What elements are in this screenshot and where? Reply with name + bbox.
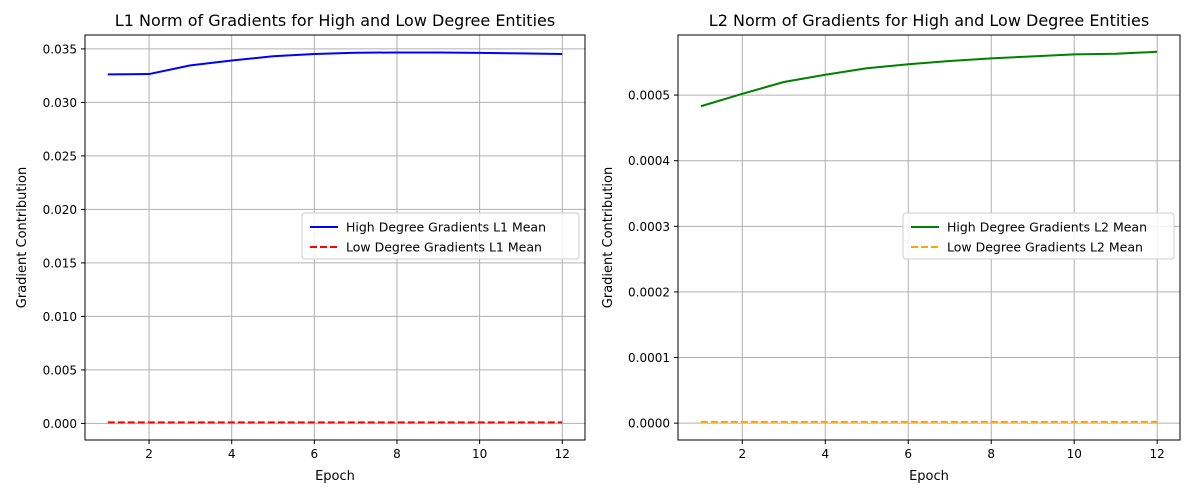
y-tick-label: 0.0003	[628, 220, 670, 234]
x-tick-label: 10	[472, 447, 487, 461]
x-tick-label: 12	[555, 447, 570, 461]
plot-frame	[84, 34, 586, 441]
legend-label-low-degree: Low Degree Gradients L1 Mean	[346, 240, 542, 255]
legend-label-high-degree: High Degree Gradients L1 Mean	[346, 220, 546, 235]
x-tick-label: 2	[738, 447, 746, 461]
y-tick-label: 0.0002	[628, 285, 670, 299]
x-tick-label: 10	[1067, 447, 1082, 461]
y-tick-label: 0.030	[43, 96, 77, 110]
y-tick-label: 0.0004	[628, 154, 670, 168]
chart-title: L1 Norm of Gradients for High and Low De…	[115, 11, 555, 30]
legend: High Degree Gradients L1 Mean Low Degree…	[301, 212, 580, 260]
x-tick-label: 6	[904, 447, 912, 461]
x-axis-label: Epoch	[315, 469, 355, 484]
y-tick-label: 0.025	[43, 149, 77, 163]
legend-box	[902, 212, 1175, 260]
y-tick-label: 0.000	[43, 417, 77, 431]
x-tick-label: 8	[393, 447, 401, 461]
chart-title: L2 Norm of Gradients for High and Low De…	[709, 11, 1149, 30]
legend-label-low-degree: Low Degree Gradients L2 Mean	[947, 240, 1143, 255]
y-axis-label: Gradient Contribution	[15, 167, 30, 308]
legend-label-high-degree: High Degree Gradients L2 Mean	[947, 220, 1147, 235]
series-line-high-degree	[700, 50, 1158, 108]
series-line-high-degree	[107, 51, 563, 76]
x-axis-label: Epoch	[909, 469, 949, 484]
y-tick-label: 0.035	[43, 42, 77, 56]
y-axis-label: Gradient Contribution	[601, 167, 616, 308]
y-tick-label: 0.015	[43, 256, 77, 270]
y-tick-label: 0.005	[43, 363, 77, 377]
x-tick-label: 4	[821, 447, 829, 461]
x-tick-label: 12	[1150, 447, 1165, 461]
x-tick-label: 4	[228, 447, 236, 461]
y-tick-label: 0.0001	[628, 351, 670, 365]
legend: High Degree Gradients L2 Mean Low Degree…	[902, 212, 1175, 260]
x-tick-label: 8	[987, 447, 995, 461]
x-tick-label: 2	[145, 447, 153, 461]
plot-frame	[677, 34, 1181, 441]
y-tick-label: 0.010	[43, 310, 77, 324]
legend-box	[301, 212, 580, 260]
y-tick-label: 0.0000	[628, 417, 670, 431]
chart-l1-norm: 2 4 6 8 10 12 0.000 0.005 0.010 0.015 0.020 0.025 0.…	[15, 11, 586, 484]
y-tick-label: 0.020	[43, 203, 77, 217]
x-tick-label: 6	[311, 447, 319, 461]
chart-l2-norm: 2 4 6 8 10 12 0.0000 0.0001 0.0002 0.0003 0.0004 0.…	[601, 11, 1181, 484]
y-tick-label: 0.0005	[628, 89, 670, 103]
